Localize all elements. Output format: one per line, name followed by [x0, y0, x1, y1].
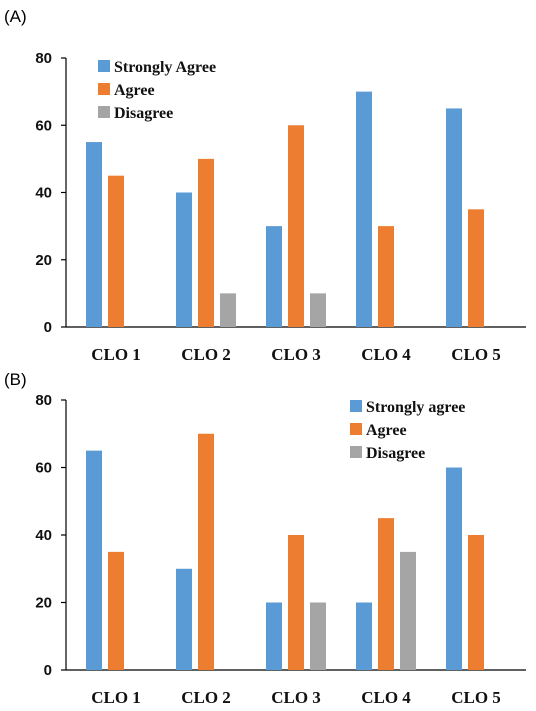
y-tick-label: 0 — [44, 662, 52, 679]
bar-strongly-agree — [446, 108, 462, 327]
y-tick-label: 0 — [44, 319, 52, 336]
y-tick-label: 20 — [35, 252, 52, 269]
bar-agree — [288, 535, 304, 670]
x-tick-label: CLO 1 — [91, 345, 141, 364]
x-tick-label: CLO 3 — [271, 688, 321, 707]
legend-swatch — [350, 400, 362, 412]
panel-label-b: (B) — [4, 370, 27, 389]
legend-label: Disagree — [114, 105, 173, 122]
legend-label: Agree — [114, 82, 155, 99]
bars-a — [86, 91, 484, 327]
legend-swatch — [350, 423, 362, 435]
y-tick-label: 20 — [35, 595, 52, 612]
x-tick-label: CLO 4 — [361, 345, 411, 364]
bar-strongly-agree — [356, 91, 372, 327]
bar-strongly-agree — [446, 467, 462, 670]
y-ticks-b: 0 20 40 60 80 — [35, 392, 66, 679]
bar-strongly-agree — [176, 192, 192, 327]
y-ticks-a: 0 20 40 60 80 — [35, 50, 66, 336]
bar-agree — [108, 551, 124, 670]
bar-disagree — [400, 551, 416, 670]
y-tick-label: 80 — [35, 50, 52, 67]
bar-disagree — [310, 602, 326, 670]
bar-strongly-agree — [86, 450, 102, 670]
x-ticks-a: CLO 1 CLO 2 CLO 3 CLO 4 CLO 5 — [91, 345, 501, 364]
x-tick-label: CLO 2 — [181, 345, 231, 364]
bar-disagree — [310, 293, 326, 327]
panel-label-a: (A) — [4, 7, 27, 26]
bar-strongly-agree — [356, 602, 372, 670]
bar-agree — [378, 518, 394, 670]
legend-a: Strongly Agree Agree Disagree — [98, 59, 216, 122]
x-tick-label: CLO 5 — [451, 688, 501, 707]
y-tick-label: 80 — [35, 392, 52, 409]
legend-label: Disagree — [366, 445, 425, 462]
legend-swatch — [350, 446, 362, 458]
bar-agree — [108, 175, 124, 327]
bar-strongly-agree — [86, 142, 102, 327]
bar-agree — [288, 125, 304, 327]
x-tick-label: CLO 3 — [271, 345, 321, 364]
x-tick-label: CLO 2 — [181, 688, 231, 707]
x-tick-label: CLO 5 — [451, 345, 501, 364]
legend-swatch — [98, 83, 110, 95]
bar-agree — [468, 209, 484, 327]
y-tick-label: 60 — [35, 460, 52, 477]
y-tick-label: 60 — [35, 117, 52, 134]
bar-strongly-agree — [176, 568, 192, 670]
x-ticks-b: CLO 1 CLO 2 CLO 3 CLO 4 CLO 5 — [91, 688, 501, 707]
legend-swatch — [98, 60, 110, 72]
bar-disagree — [220, 293, 236, 327]
legend-swatch — [98, 106, 110, 118]
legend-label: Strongly agree — [366, 399, 465, 416]
legend-label: Agree — [366, 422, 407, 439]
bar-strongly-agree — [266, 226, 282, 327]
bar-agree — [378, 226, 394, 327]
x-tick-label: CLO 4 — [361, 688, 411, 707]
legend-b: Strongly agree Agree Disagree — [350, 399, 465, 462]
y-tick-label: 40 — [35, 527, 52, 544]
bar-strongly-agree — [266, 602, 282, 670]
bars-b — [86, 433, 484, 670]
bar-agree — [468, 535, 484, 670]
bar-agree — [198, 158, 214, 327]
bar-agree — [198, 433, 214, 670]
x-tick-label: CLO 1 — [91, 688, 141, 707]
y-tick-label: 40 — [35, 185, 52, 202]
legend-label: Strongly Agree — [114, 59, 216, 76]
